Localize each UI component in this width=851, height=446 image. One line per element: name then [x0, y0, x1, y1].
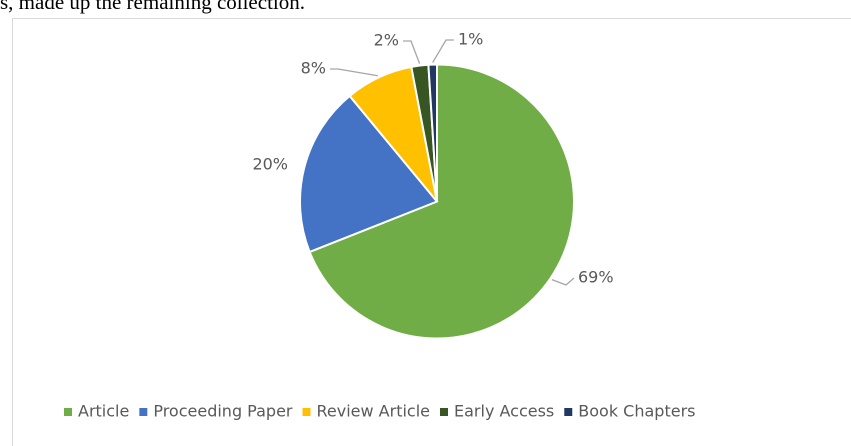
legend-label: Book Chapters [578, 402, 695, 421]
legend-swatch [440, 408, 448, 416]
pie-slice [308, 63, 575, 340]
leader-line [403, 40, 421, 64]
legend-swatch [564, 408, 573, 416]
pie-slice [427, 63, 438, 202]
data-label: 69% [578, 268, 614, 287]
data-label: 2% [374, 31, 399, 50]
legend-swatch [64, 408, 72, 416]
legend-label: Proceeding Paper [153, 402, 293, 421]
leader-line [432, 39, 454, 63]
pie-slice [299, 94, 439, 254]
data-label: 1% [458, 30, 483, 49]
plot: 69% 20% 8% 2% 1% Article Proceeding Paper Revie… [64, 30, 695, 421]
data-label: 20% [252, 155, 288, 174]
document-text: s, made up the remaining collection. [0, 0, 305, 14]
legend-label: Review Article [317, 402, 431, 421]
legend-swatch [139, 408, 148, 416]
leader-line [551, 277, 575, 286]
legend-label: Article [78, 402, 129, 421]
data-label: 8% [301, 59, 326, 78]
legend-swatch [302, 408, 311, 416]
legend-label: Early Access [454, 402, 554, 421]
leader-line [330, 68, 378, 77]
